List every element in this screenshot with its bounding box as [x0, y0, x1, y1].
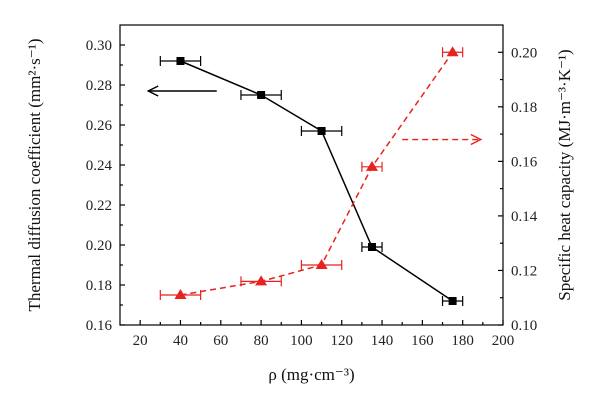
x-tick-label: 20 — [133, 333, 148, 349]
x-tick-label: 120 — [330, 333, 353, 349]
right-y-axis-ticks: 0.10 0.12 0.14 0.16 0.18 0.20 — [498, 45, 538, 334]
left-y-tick-label: 0.30 — [86, 38, 112, 54]
data-point-square — [257, 91, 266, 99]
x-tick-label: 160 — [411, 333, 434, 349]
left-y-axis-title: Thermal diffusion coefficient (mm²·s⁻¹) — [25, 39, 44, 312]
data-point-square — [448, 297, 457, 305]
x-axis-title: ρ (mg·cm⁻³) — [268, 365, 354, 384]
x-tick-label: 100 — [290, 333, 313, 349]
plot-frame — [119, 24, 504, 326]
x-tick-label: 180 — [451, 333, 474, 349]
left-y-tick-label: 0.18 — [86, 278, 112, 294]
left-y-tick-label: 0.24 — [86, 158, 113, 174]
series-2-line — [180, 51, 454, 296]
left-y-tick-label: 0.20 — [86, 238, 112, 254]
right-y-tick-label: 0.12 — [511, 263, 537, 279]
left-y-tick-label: 0.22 — [86, 198, 112, 214]
x-tick-label: 80 — [254, 333, 269, 349]
x-tick-label: 60 — [213, 333, 228, 349]
data-point-triangle — [174, 289, 187, 299]
x-tick-label: 140 — [371, 333, 394, 349]
right-y-tick-label: 0.20 — [511, 45, 537, 61]
data-point-triangle — [255, 275, 268, 286]
annotations — [146, 85, 483, 146]
data-point-triangle — [315, 259, 328, 269]
left-y-tick-label: 0.26 — [86, 118, 113, 134]
right-arrow-icon — [470, 133, 483, 146]
series-group — [159, 46, 464, 306]
right-y-tick-label: 0.14 — [511, 209, 538, 225]
left-y-tick-label: 0.28 — [86, 78, 112, 94]
right-y-axis-title: Specific heat capacity (MJ·m⁻³·K⁻¹) — [555, 49, 574, 300]
plot-border — [119, 24, 504, 326]
x-tick-label: 40 — [173, 333, 188, 349]
data-point-triangle — [365, 160, 378, 171]
right-y-tick-label: 0.16 — [511, 154, 538, 170]
left-y-axis-ticks: 0.16 0.18 0.20 0.22 0.24 0.26 0.28 0.30 — [86, 38, 125, 334]
data-point-square — [367, 243, 376, 251]
left-arrow-icon — [146, 85, 159, 97]
right-y-tick-label: 0.18 — [511, 100, 537, 116]
data-point-square — [317, 127, 326, 135]
left-y-tick-label: 0.16 — [86, 318, 113, 334]
data-point-square — [176, 57, 185, 65]
x-tick-label: 200 — [492, 333, 515, 349]
x-axis-ticks: 20 40 60 80 100 120 140 160 180 200 — [133, 320, 515, 349]
data-point-triangle — [446, 46, 459, 57]
right-y-tick-label: 0.10 — [511, 318, 537, 334]
